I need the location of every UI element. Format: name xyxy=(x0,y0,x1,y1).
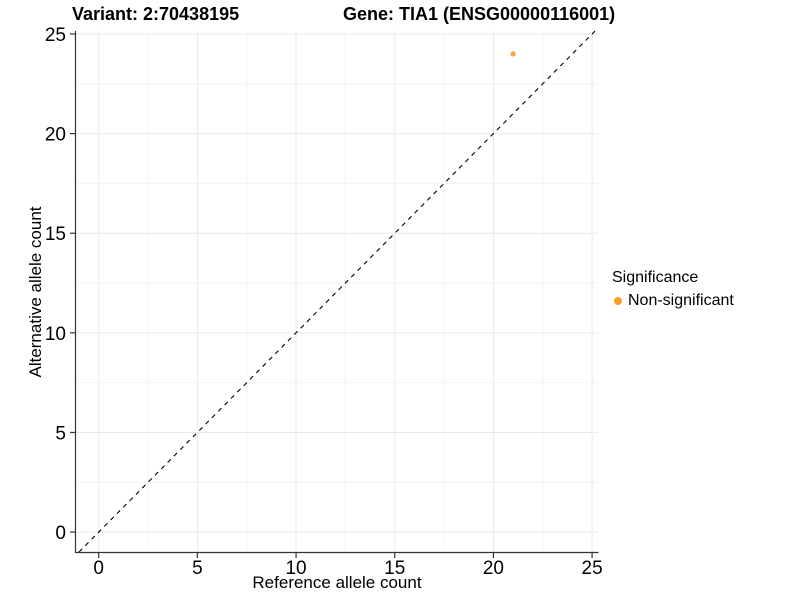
plot-title-variant: Variant: 2:70438195 xyxy=(72,4,240,24)
plot-title-gene: Gene: TIA1 (ENSG00000116001) xyxy=(343,4,616,24)
x-axis-title: Reference allele count xyxy=(252,573,422,592)
legend: Significance Non-significant xyxy=(612,268,734,311)
x-tick-label: 15 xyxy=(384,558,405,579)
legend-item-nonsignificant: Non-significant xyxy=(612,291,734,311)
x-tick-label: 10 xyxy=(285,558,306,579)
y-axis-title: Alternative allele count xyxy=(26,206,45,378)
data-point xyxy=(510,51,516,57)
legend-item-label: Non-significant xyxy=(628,292,734,309)
x-tick-label: 5 xyxy=(192,558,203,579)
legend-title: Significance xyxy=(612,269,699,286)
x-tick-label: 25 xyxy=(582,558,603,579)
y-tick-label: 20 xyxy=(45,125,66,146)
y-tick-label: 10 xyxy=(45,324,66,345)
y-tick-label: 15 xyxy=(45,224,66,245)
y-tick-label: 25 xyxy=(45,25,66,46)
x-tick-label: 20 xyxy=(483,558,504,579)
y-tick-label: 0 xyxy=(55,523,66,544)
legend-point-icon xyxy=(614,297,622,305)
identity-line xyxy=(78,30,596,553)
y-tick-label: 5 xyxy=(55,423,66,444)
x-tick-label: 0 xyxy=(93,558,104,579)
